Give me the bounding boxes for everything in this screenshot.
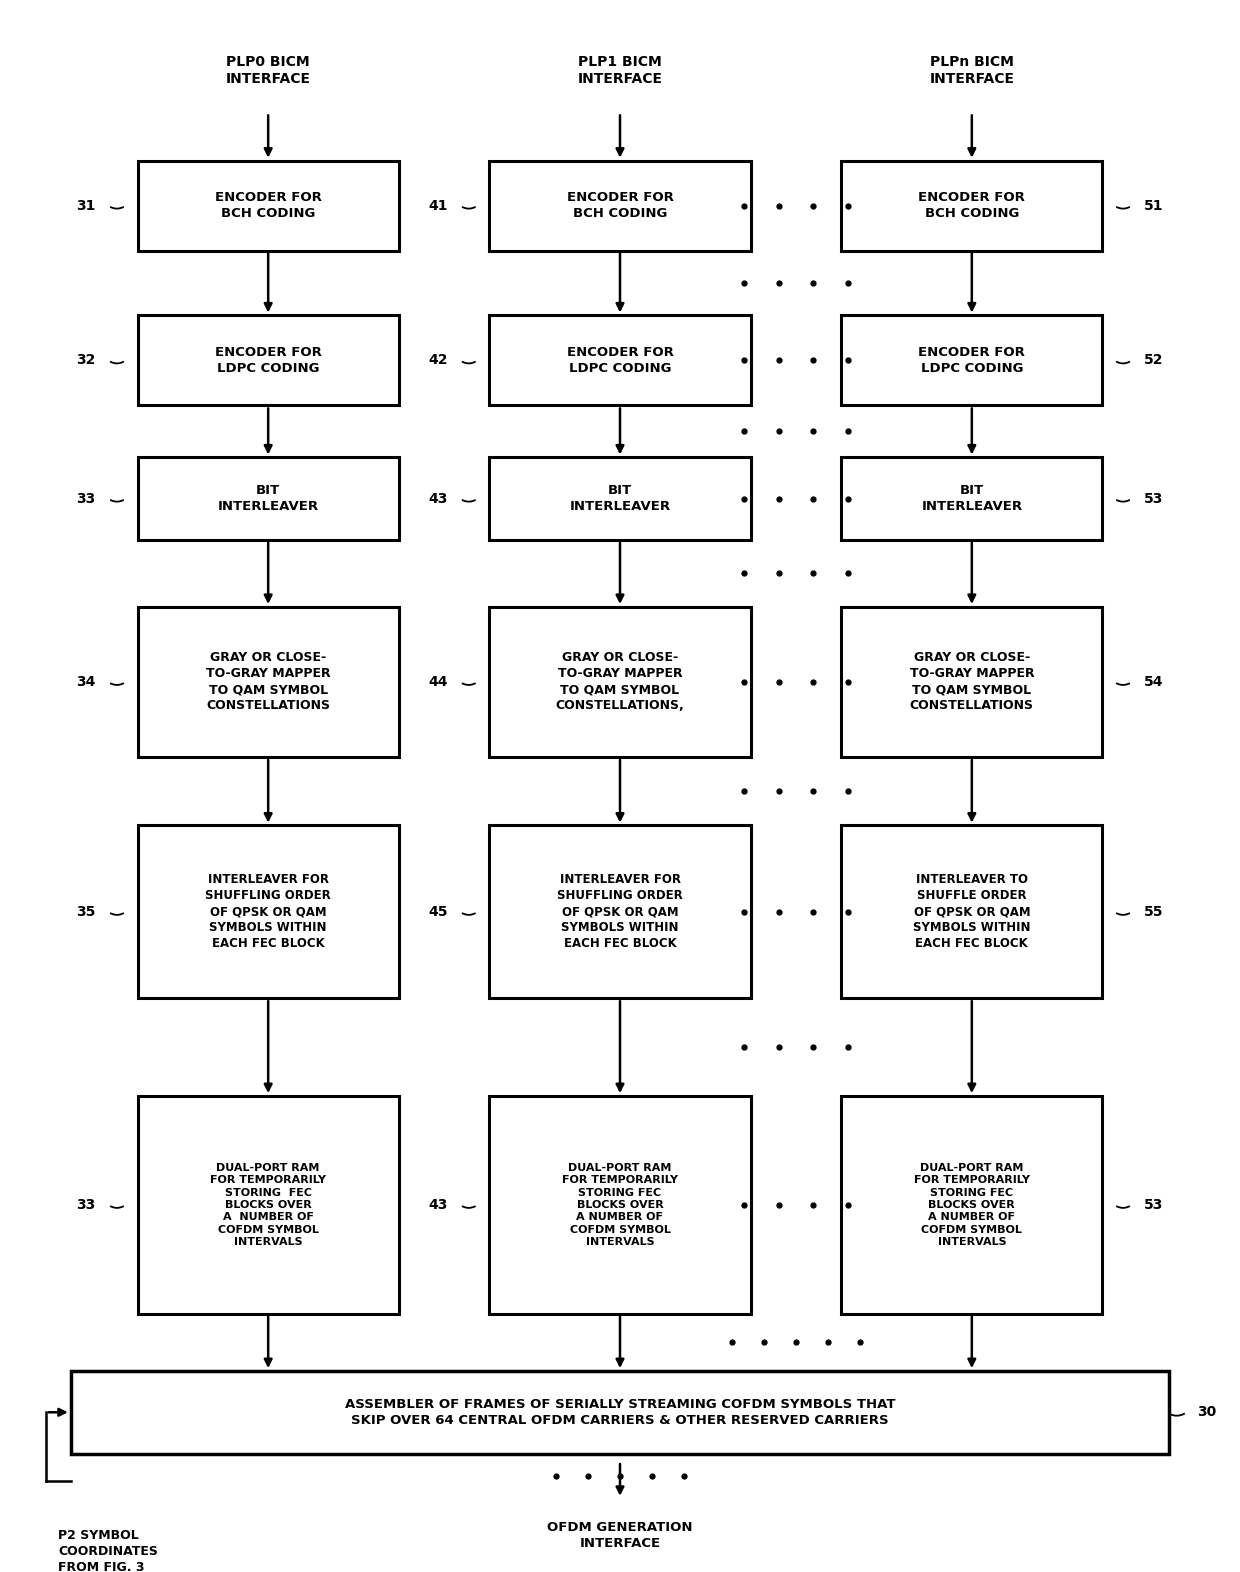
Bar bbox=[71, 1371, 1169, 1454]
Bar bbox=[490, 316, 750, 406]
Bar bbox=[490, 1096, 750, 1314]
Text: 33: 33 bbox=[77, 1198, 95, 1212]
Text: DUAL-PORT RAM
FOR TEMPORARILY
STORING FEC
BLOCKS OVER
A NUMBER OF
COFDM SYMBOL
I: DUAL-PORT RAM FOR TEMPORARILY STORING FE… bbox=[914, 1163, 1029, 1247]
Text: 53: 53 bbox=[1145, 492, 1163, 506]
Text: INTERLEAVER FOR
SHUFFLING ORDER
OF QPSK OR QAM
SYMBOLS WITHIN
EACH FEC BLOCK: INTERLEAVER FOR SHUFFLING ORDER OF QPSK … bbox=[206, 874, 331, 951]
Text: 52: 52 bbox=[1145, 354, 1163, 368]
Text: ASSEMBLER OF FRAMES OF SERIALLY STREAMING COFDM SYMBOLS THAT
SKIP OVER 64 CENTRA: ASSEMBLER OF FRAMES OF SERIALLY STREAMIN… bbox=[345, 1398, 895, 1427]
Text: P2 SYMBOL
COORDINATES
FROM FIG. 3: P2 SYMBOL COORDINATES FROM FIG. 3 bbox=[58, 1528, 159, 1572]
Text: 30: 30 bbox=[1197, 1405, 1216, 1420]
Bar bbox=[490, 457, 750, 541]
Bar bbox=[841, 316, 1102, 406]
Text: ENCODER FOR
LDPC CODING: ENCODER FOR LDPC CODING bbox=[919, 346, 1025, 374]
Text: 35: 35 bbox=[77, 905, 95, 920]
Bar bbox=[138, 160, 399, 250]
Text: 43: 43 bbox=[428, 492, 448, 506]
Text: ENCODER FOR
BCH CODING: ENCODER FOR BCH CODING bbox=[215, 192, 321, 220]
Text: PLPn BICM
INTERFACE: PLPn BICM INTERFACE bbox=[929, 55, 1014, 86]
Text: 34: 34 bbox=[77, 674, 95, 689]
Bar bbox=[841, 825, 1102, 998]
Bar bbox=[841, 607, 1102, 758]
Text: 31: 31 bbox=[77, 198, 95, 212]
Text: ENCODER FOR
LDPC CODING: ENCODER FOR LDPC CODING bbox=[215, 346, 321, 374]
Bar bbox=[841, 160, 1102, 250]
Text: BIT
INTERLEAVER: BIT INTERLEAVER bbox=[569, 484, 671, 512]
Bar bbox=[138, 457, 399, 541]
Text: INTERLEAVER FOR
SHUFFLING ORDER
OF QPSK OR QAM
SYMBOLS WITHIN
EACH FEC BLOCK: INTERLEAVER FOR SHUFFLING ORDER OF QPSK … bbox=[557, 874, 683, 951]
Text: GRAY OR CLOSE-
TO-GRAY MAPPER
TO QAM SYMBOL
CONSTELLATIONS,: GRAY OR CLOSE- TO-GRAY MAPPER TO QAM SYM… bbox=[556, 651, 684, 712]
Text: ENCODER FOR
BCH CODING: ENCODER FOR BCH CODING bbox=[567, 192, 673, 220]
Text: 43: 43 bbox=[428, 1198, 448, 1212]
Bar bbox=[138, 825, 399, 998]
Text: 51: 51 bbox=[1145, 198, 1163, 212]
Text: 33: 33 bbox=[77, 492, 95, 506]
Text: INTERLEAVER TO
SHUFFLE ORDER
OF QPSK OR QAM
SYMBOLS WITHIN
EACH FEC BLOCK: INTERLEAVER TO SHUFFLE ORDER OF QPSK OR … bbox=[913, 874, 1030, 951]
Text: ENCODER FOR
LDPC CODING: ENCODER FOR LDPC CODING bbox=[567, 346, 673, 374]
Text: ENCODER FOR
BCH CODING: ENCODER FOR BCH CODING bbox=[919, 192, 1025, 220]
Text: 54: 54 bbox=[1145, 674, 1163, 689]
Text: BIT
INTERLEAVER: BIT INTERLEAVER bbox=[218, 484, 319, 512]
Text: 45: 45 bbox=[428, 905, 448, 920]
Text: PLP0 BICM
INTERFACE: PLP0 BICM INTERFACE bbox=[226, 55, 311, 86]
Bar bbox=[138, 607, 399, 758]
Bar bbox=[841, 1096, 1102, 1314]
Text: 55: 55 bbox=[1145, 905, 1163, 920]
Bar bbox=[841, 457, 1102, 541]
Text: DUAL-PORT RAM
FOR TEMPORARILY
STORING  FEC
BLOCKS OVER
A  NUMBER OF
COFDM SYMBOL: DUAL-PORT RAM FOR TEMPORARILY STORING FE… bbox=[211, 1163, 326, 1247]
Text: PLP1 BICM
INTERFACE: PLP1 BICM INTERFACE bbox=[578, 55, 662, 86]
Text: GRAY OR CLOSE-
TO-GRAY MAPPER
TO QAM SYMBOL
CONSTELLATIONS: GRAY OR CLOSE- TO-GRAY MAPPER TO QAM SYM… bbox=[206, 651, 331, 712]
Text: 44: 44 bbox=[428, 674, 448, 689]
Text: 32: 32 bbox=[77, 354, 95, 368]
Bar bbox=[490, 160, 750, 250]
Bar bbox=[138, 316, 399, 406]
Text: OFDM GENERATION
INTERFACE: OFDM GENERATION INTERFACE bbox=[547, 1522, 693, 1550]
Bar bbox=[138, 1096, 399, 1314]
Text: 42: 42 bbox=[428, 354, 448, 368]
Text: DUAL-PORT RAM
FOR TEMPORARILY
STORING FEC
BLOCKS OVER
A NUMBER OF
COFDM SYMBOL
I: DUAL-PORT RAM FOR TEMPORARILY STORING FE… bbox=[562, 1163, 678, 1247]
Text: GRAY OR CLOSE-
TO-GRAY MAPPER
TO QAM SYMBOL
CONSTELLATIONS: GRAY OR CLOSE- TO-GRAY MAPPER TO QAM SYM… bbox=[909, 651, 1034, 712]
Bar bbox=[490, 607, 750, 758]
Text: 41: 41 bbox=[428, 198, 448, 212]
Bar bbox=[490, 825, 750, 998]
Text: BIT
INTERLEAVER: BIT INTERLEAVER bbox=[921, 484, 1022, 512]
Text: 53: 53 bbox=[1145, 1198, 1163, 1212]
